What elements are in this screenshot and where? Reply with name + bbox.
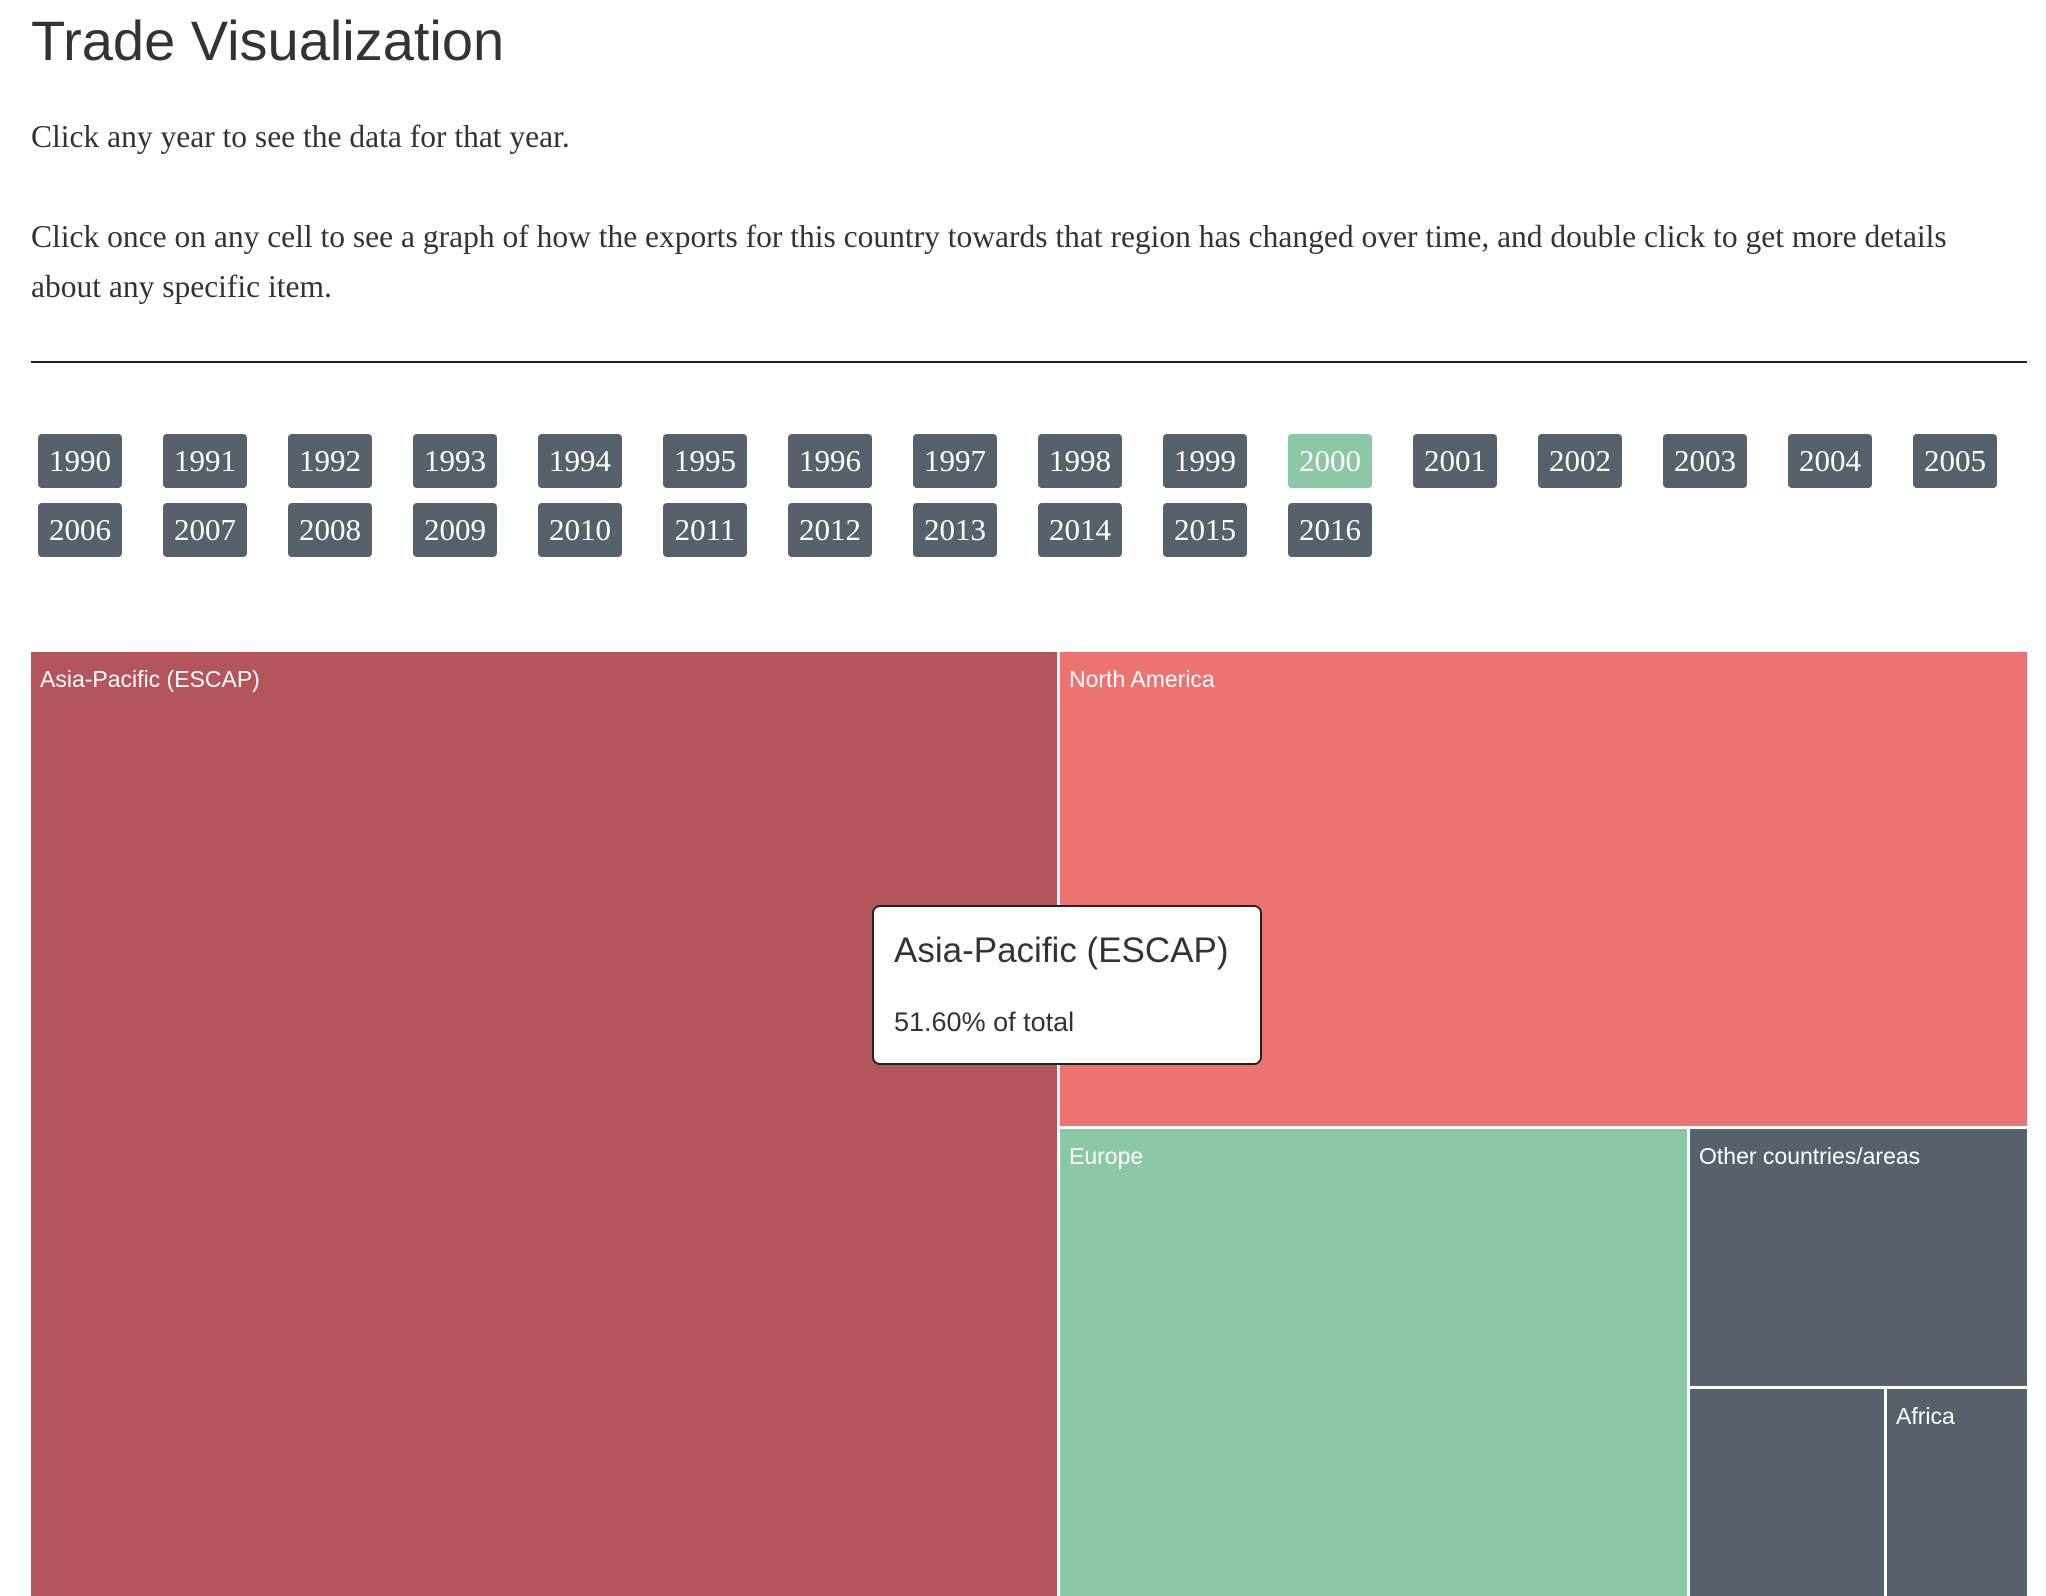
year-button-1996[interactable]: 1996 xyxy=(788,434,872,488)
tooltip-title: Asia-Pacific (ESCAP) xyxy=(894,931,1229,970)
year-button-1992[interactable]: 1992 xyxy=(288,434,372,488)
year-button-2007[interactable]: 2007 xyxy=(163,503,247,557)
year-button-2016[interactable]: 2016 xyxy=(1288,503,1372,557)
year-button-2005[interactable]: 2005 xyxy=(1913,434,1997,488)
treemap-cell-label: Asia-Pacific (ESCAP) xyxy=(40,666,260,692)
treemap-cell-africa[interactable]: Africa xyxy=(1887,1389,2027,1596)
treemap-cell-other-countries[interactable]: Other countries/areas xyxy=(1690,1129,2027,1386)
year-button-2009[interactable]: 2009 xyxy=(413,503,497,557)
year-button-1990[interactable]: 1990 xyxy=(38,434,122,488)
year-button-2015[interactable]: 2015 xyxy=(1163,503,1247,557)
year-button-1994[interactable]: 1994 xyxy=(538,434,622,488)
intro-text-cell: Click once on any cell to see a graph of… xyxy=(31,219,1947,304)
year-button-2003[interactable]: 2003 xyxy=(1663,434,1747,488)
year-button-2014[interactable]: 2014 xyxy=(1038,503,1122,557)
tooltip: Asia-Pacific (ESCAP) 51.60% of total xyxy=(872,905,1262,1065)
year-button-1993[interactable]: 1993 xyxy=(413,434,497,488)
treemap: Asia-Pacific (ESCAP) North America Europ… xyxy=(31,652,2027,1596)
year-button-2000[interactable]: 2000 xyxy=(1288,434,1372,488)
tooltip-value: 51.60% of total xyxy=(894,1007,1075,1037)
year-button-1997[interactable]: 1997 xyxy=(913,434,997,488)
year-button-1998[interactable]: 1998 xyxy=(1038,434,1122,488)
year-button-2001[interactable]: 2001 xyxy=(1413,434,1497,488)
year-button-2002[interactable]: 2002 xyxy=(1538,434,1622,488)
year-button-2004[interactable]: 2004 xyxy=(1788,434,1872,488)
year-button-1999[interactable]: 1999 xyxy=(1163,434,1247,488)
treemap-cell-label: Africa xyxy=(1896,1403,1955,1429)
year-button-2010[interactable]: 2010 xyxy=(538,503,622,557)
year-button-1995[interactable]: 1995 xyxy=(663,434,747,488)
page-title: Trade Visualization xyxy=(31,9,505,72)
year-button-2012[interactable]: 2012 xyxy=(788,503,872,557)
year-button-2013[interactable]: 2013 xyxy=(913,503,997,557)
treemap-cell-label: Europe xyxy=(1069,1143,1144,1169)
year-button-2011[interactable]: 2011 xyxy=(663,503,747,557)
treemap-cell-label: Other countries/areas xyxy=(1699,1143,1921,1169)
intro-text-year: Click any year to see the data for that … xyxy=(31,119,570,154)
year-button-2006[interactable]: 2006 xyxy=(38,503,122,557)
treemap-cell-unlabeled[interactable] xyxy=(1690,1389,1884,1596)
treemap-cell-label: North America xyxy=(1069,666,1215,692)
treemap-cell-europe[interactable]: Europe xyxy=(1060,1129,1687,1596)
year-button-1991[interactable]: 1991 xyxy=(163,434,247,488)
treemap-cell-asia-pacific[interactable]: Asia-Pacific (ESCAP) xyxy=(31,652,1057,1596)
year-button-2008[interactable]: 2008 xyxy=(288,503,372,557)
divider xyxy=(31,361,2027,363)
